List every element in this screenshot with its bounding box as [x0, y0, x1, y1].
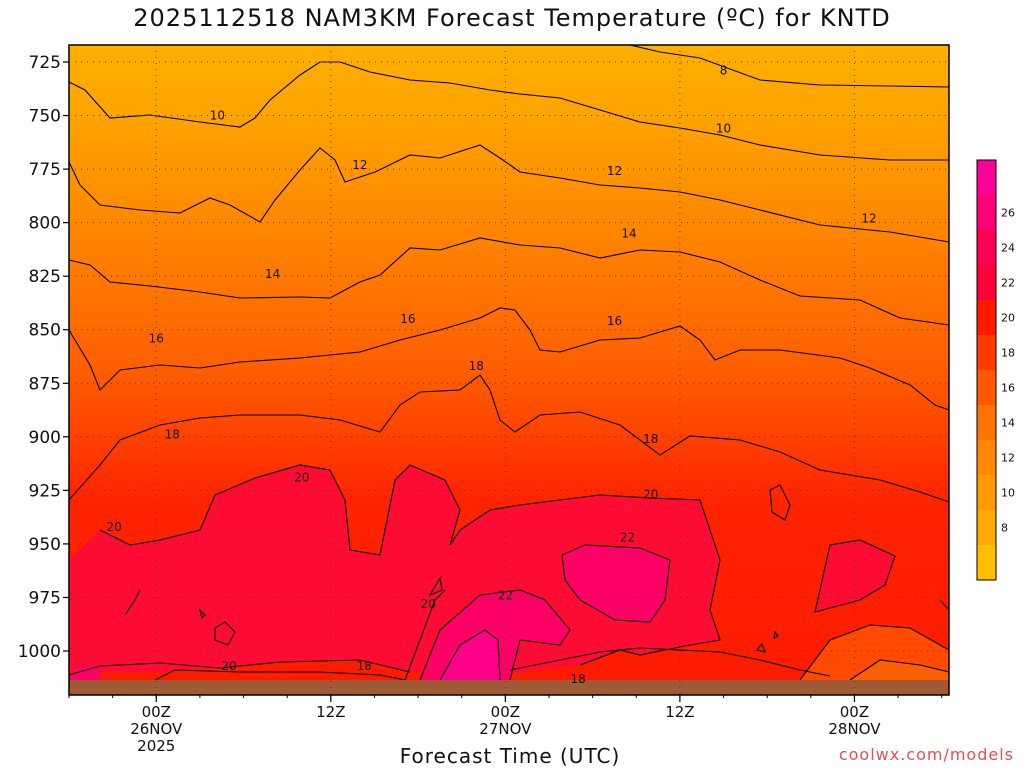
plot-area: 8 10 10 12 12 12 14 14 16 16 16 18 18 18 18 18 20 20 20 20 2…	[69, 45, 949, 695]
x-tick-label: 26NOV	[130, 720, 183, 738]
colorbar-segment	[977, 405, 996, 440]
colorbar-segment	[977, 300, 996, 335]
contour-label: 8	[720, 64, 728, 78]
contour-label: 20	[106, 520, 121, 534]
contour-label: 18	[643, 432, 658, 446]
region-right-bottom-18	[850, 660, 949, 680]
region-24	[440, 630, 500, 680]
colorbar-label: 8	[1001, 522, 1008, 535]
contour-label: 20	[221, 659, 236, 673]
colorbar-segment	[977, 230, 996, 265]
contour-label: 14	[621, 226, 636, 240]
y-tick-label: 975	[29, 588, 61, 608]
contour-label: 12	[861, 211, 876, 225]
colorbar-label: 24	[1001, 242, 1015, 255]
region-22a	[562, 545, 670, 622]
y-tick-label: 950	[29, 535, 61, 555]
y-axis: 725 750 775 800 825 850 875 900 925 950 975 1000	[18, 53, 69, 662]
contour-label: 22	[620, 530, 635, 544]
colorbar-frame	[976, 159, 997, 581]
contour-label: 10	[210, 109, 225, 123]
colorbar-label: 16	[1001, 382, 1015, 395]
y-tick-label: 725	[29, 53, 61, 73]
y-tick-label: 900	[29, 428, 61, 448]
y-tick-label: 800	[29, 214, 61, 234]
x-tick-label: 28NOV	[828, 720, 881, 738]
colorbar-segment	[977, 545, 996, 580]
contour-label: 18	[357, 659, 372, 673]
contour-label: 20	[421, 597, 436, 611]
x-tick-label: 00Z	[491, 703, 520, 721]
colorbar-segment	[977, 370, 996, 405]
ground-strip	[69, 680, 949, 695]
x-tick-label: 27NOV	[479, 720, 532, 738]
plot-frame	[68, 44, 950, 696]
colorbar-segment	[977, 440, 996, 475]
x-tick-label: 12Z	[665, 703, 694, 721]
colorbar-segment	[977, 510, 996, 545]
colorbar-segment	[977, 335, 996, 370]
x-tick-label: 00Z	[840, 703, 869, 721]
contour-label: 18	[165, 428, 180, 442]
contour-label: 10	[716, 121, 731, 135]
x-tick-label: 12Z	[316, 703, 345, 721]
credit-text[interactable]: coolwx.com/models	[838, 745, 1014, 764]
y-tick-label: 1000	[18, 642, 61, 662]
contour-label: 16	[607, 314, 622, 328]
x-axis-title: Forecast Time (UTC)	[399, 744, 621, 768]
contour-label: 20	[643, 488, 658, 502]
contour-label: 14	[265, 267, 280, 281]
chart-title: 2025112518 NAM3KM Forecast Temperature (…	[133, 4, 891, 32]
contour-label: 12	[352, 158, 367, 172]
colorbar-segment	[977, 160, 996, 195]
y-tick-label: 875	[29, 374, 61, 394]
y-tick-label: 850	[29, 321, 61, 341]
y-tick-label: 825	[29, 267, 61, 287]
contour-lines	[69, 45, 949, 681]
grid-lines	[69, 45, 949, 695]
colorbar: 8 10 12 14 16 18 20 22 24 26	[976, 159, 1015, 581]
y-tick-label: 775	[29, 160, 61, 180]
contour-label: 18	[469, 359, 484, 373]
colorbar-label: 12	[1001, 452, 1015, 465]
contour-label: 12	[607, 164, 622, 178]
x-tick-label: 00Z	[142, 703, 171, 721]
colorbar-segment	[977, 265, 996, 300]
x-tick-label: 2025	[137, 737, 175, 755]
contour-label: 16	[149, 331, 164, 345]
colorbar-segment	[977, 195, 996, 230]
colorbar-segment	[977, 475, 996, 510]
colorbar-label: 14	[1001, 417, 1015, 430]
contour-label: 20	[294, 471, 309, 485]
colorbar-label: 22	[1001, 277, 1015, 290]
colorbar-label: 26	[1001, 207, 1015, 220]
colorbar-label: 20	[1001, 312, 1015, 325]
contour-labels: 8 10 10 12 12 12 14 14 16 16 16 18 18 18 18 18 20 20 20 20 2…	[106, 64, 876, 686]
colorbar-label: 10	[1001, 487, 1015, 500]
contour-label: 16	[400, 312, 415, 326]
colorbar-label: 18	[1001, 347, 1015, 360]
contour-label: 22	[498, 588, 513, 602]
region-20b	[815, 540, 895, 612]
y-tick-label: 925	[29, 481, 61, 501]
y-tick-label: 750	[29, 107, 61, 127]
contour-label: 18	[570, 672, 585, 686]
